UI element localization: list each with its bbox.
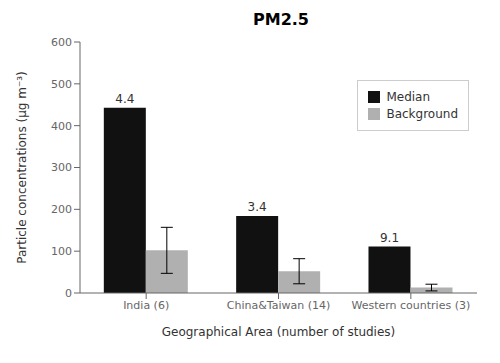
svg-text:China&Taiwan (14): China&Taiwan (14)	[227, 299, 330, 312]
svg-text:500: 500	[51, 78, 72, 91]
svg-text:300: 300	[51, 161, 72, 174]
svg-text:4.4: 4.4	[115, 92, 134, 106]
svg-text:Western countries (3): Western countries (3)	[351, 299, 470, 312]
svg-text:600: 600	[51, 36, 72, 49]
svg-text:Particle concentrations (μg m⁻: Particle concentrations (μg m⁻³)	[15, 71, 29, 264]
svg-text:Geographical Area (number of s: Geographical Area (number of studies)	[162, 325, 396, 339]
svg-text:India (6): India (6)	[123, 299, 169, 312]
html-text:Median: Median	[386, 90, 431, 104]
html-text:PM2.5: PM2.5	[253, 10, 309, 29]
html-text:Background: Background	[386, 107, 458, 121]
svg-text:9.1: 9.1	[380, 231, 399, 245]
svg-text:0: 0	[65, 287, 72, 300]
svg-text:200: 200	[51, 203, 72, 216]
svg-text:100: 100	[51, 245, 72, 258]
svg-text:400: 400	[51, 120, 72, 133]
svg-text:3.4: 3.4	[248, 200, 267, 214]
